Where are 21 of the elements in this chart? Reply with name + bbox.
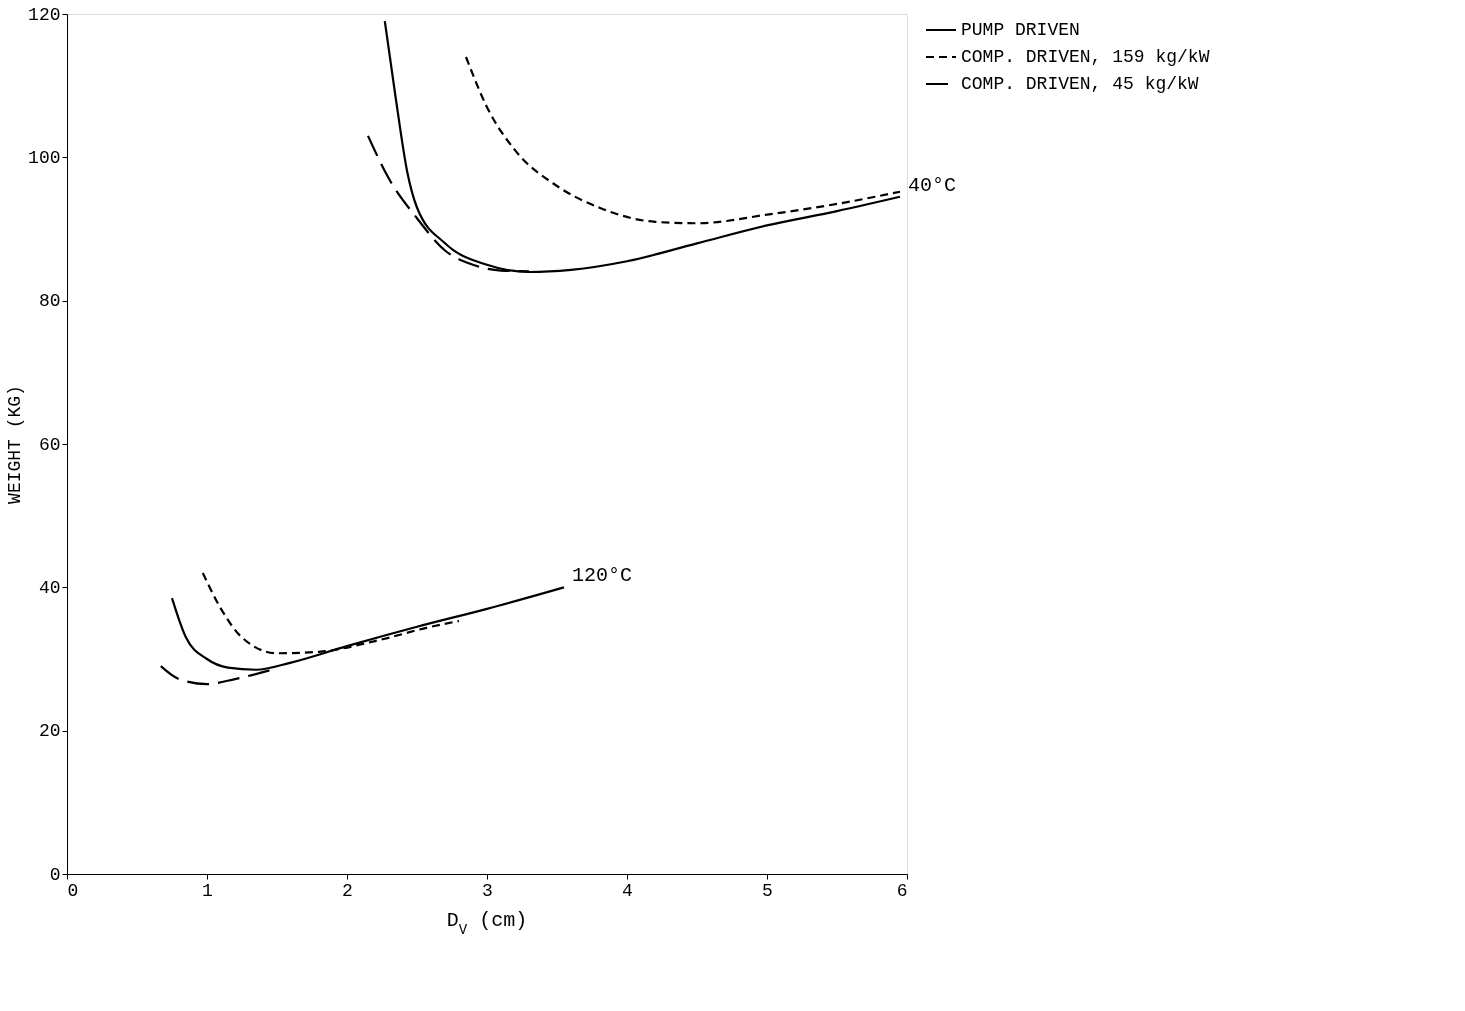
y-tick-label: 20 — [38, 721, 61, 742]
x-tick-label: 4 — [622, 880, 633, 901]
y-axis-title: WEIGHT (KG) — [5, 385, 26, 504]
y-tick-label: 80 — [38, 291, 61, 312]
y-tick-label: 0 — [49, 864, 61, 885]
annotation: 120°C — [572, 564, 633, 588]
y-tick-label: 100 — [28, 147, 61, 168]
x-tick-label: 2 — [342, 880, 353, 901]
x-tick-label: 0 — [67, 880, 79, 901]
legend-label: COMP. DRIVEN, 159 kg/kW — [961, 47, 1210, 67]
y-tick-label: 60 — [38, 434, 61, 455]
x-tick-label: 3 — [482, 880, 493, 901]
annotation: 40°C — [908, 173, 957, 197]
x-tick-label: 1 — [202, 880, 213, 901]
legend-label: PUMP DRIVEN — [961, 20, 1080, 40]
y-tick-label: 120 — [28, 4, 61, 25]
y-tick-label: 40 — [38, 577, 61, 598]
x-tick-label: 5 — [762, 880, 773, 901]
line-series — [464, 55, 902, 225]
legend-label: COMP. DRIVEN, 45 kg/kW — [961, 74, 1199, 94]
x-tick-label: 6 — [896, 880, 908, 901]
